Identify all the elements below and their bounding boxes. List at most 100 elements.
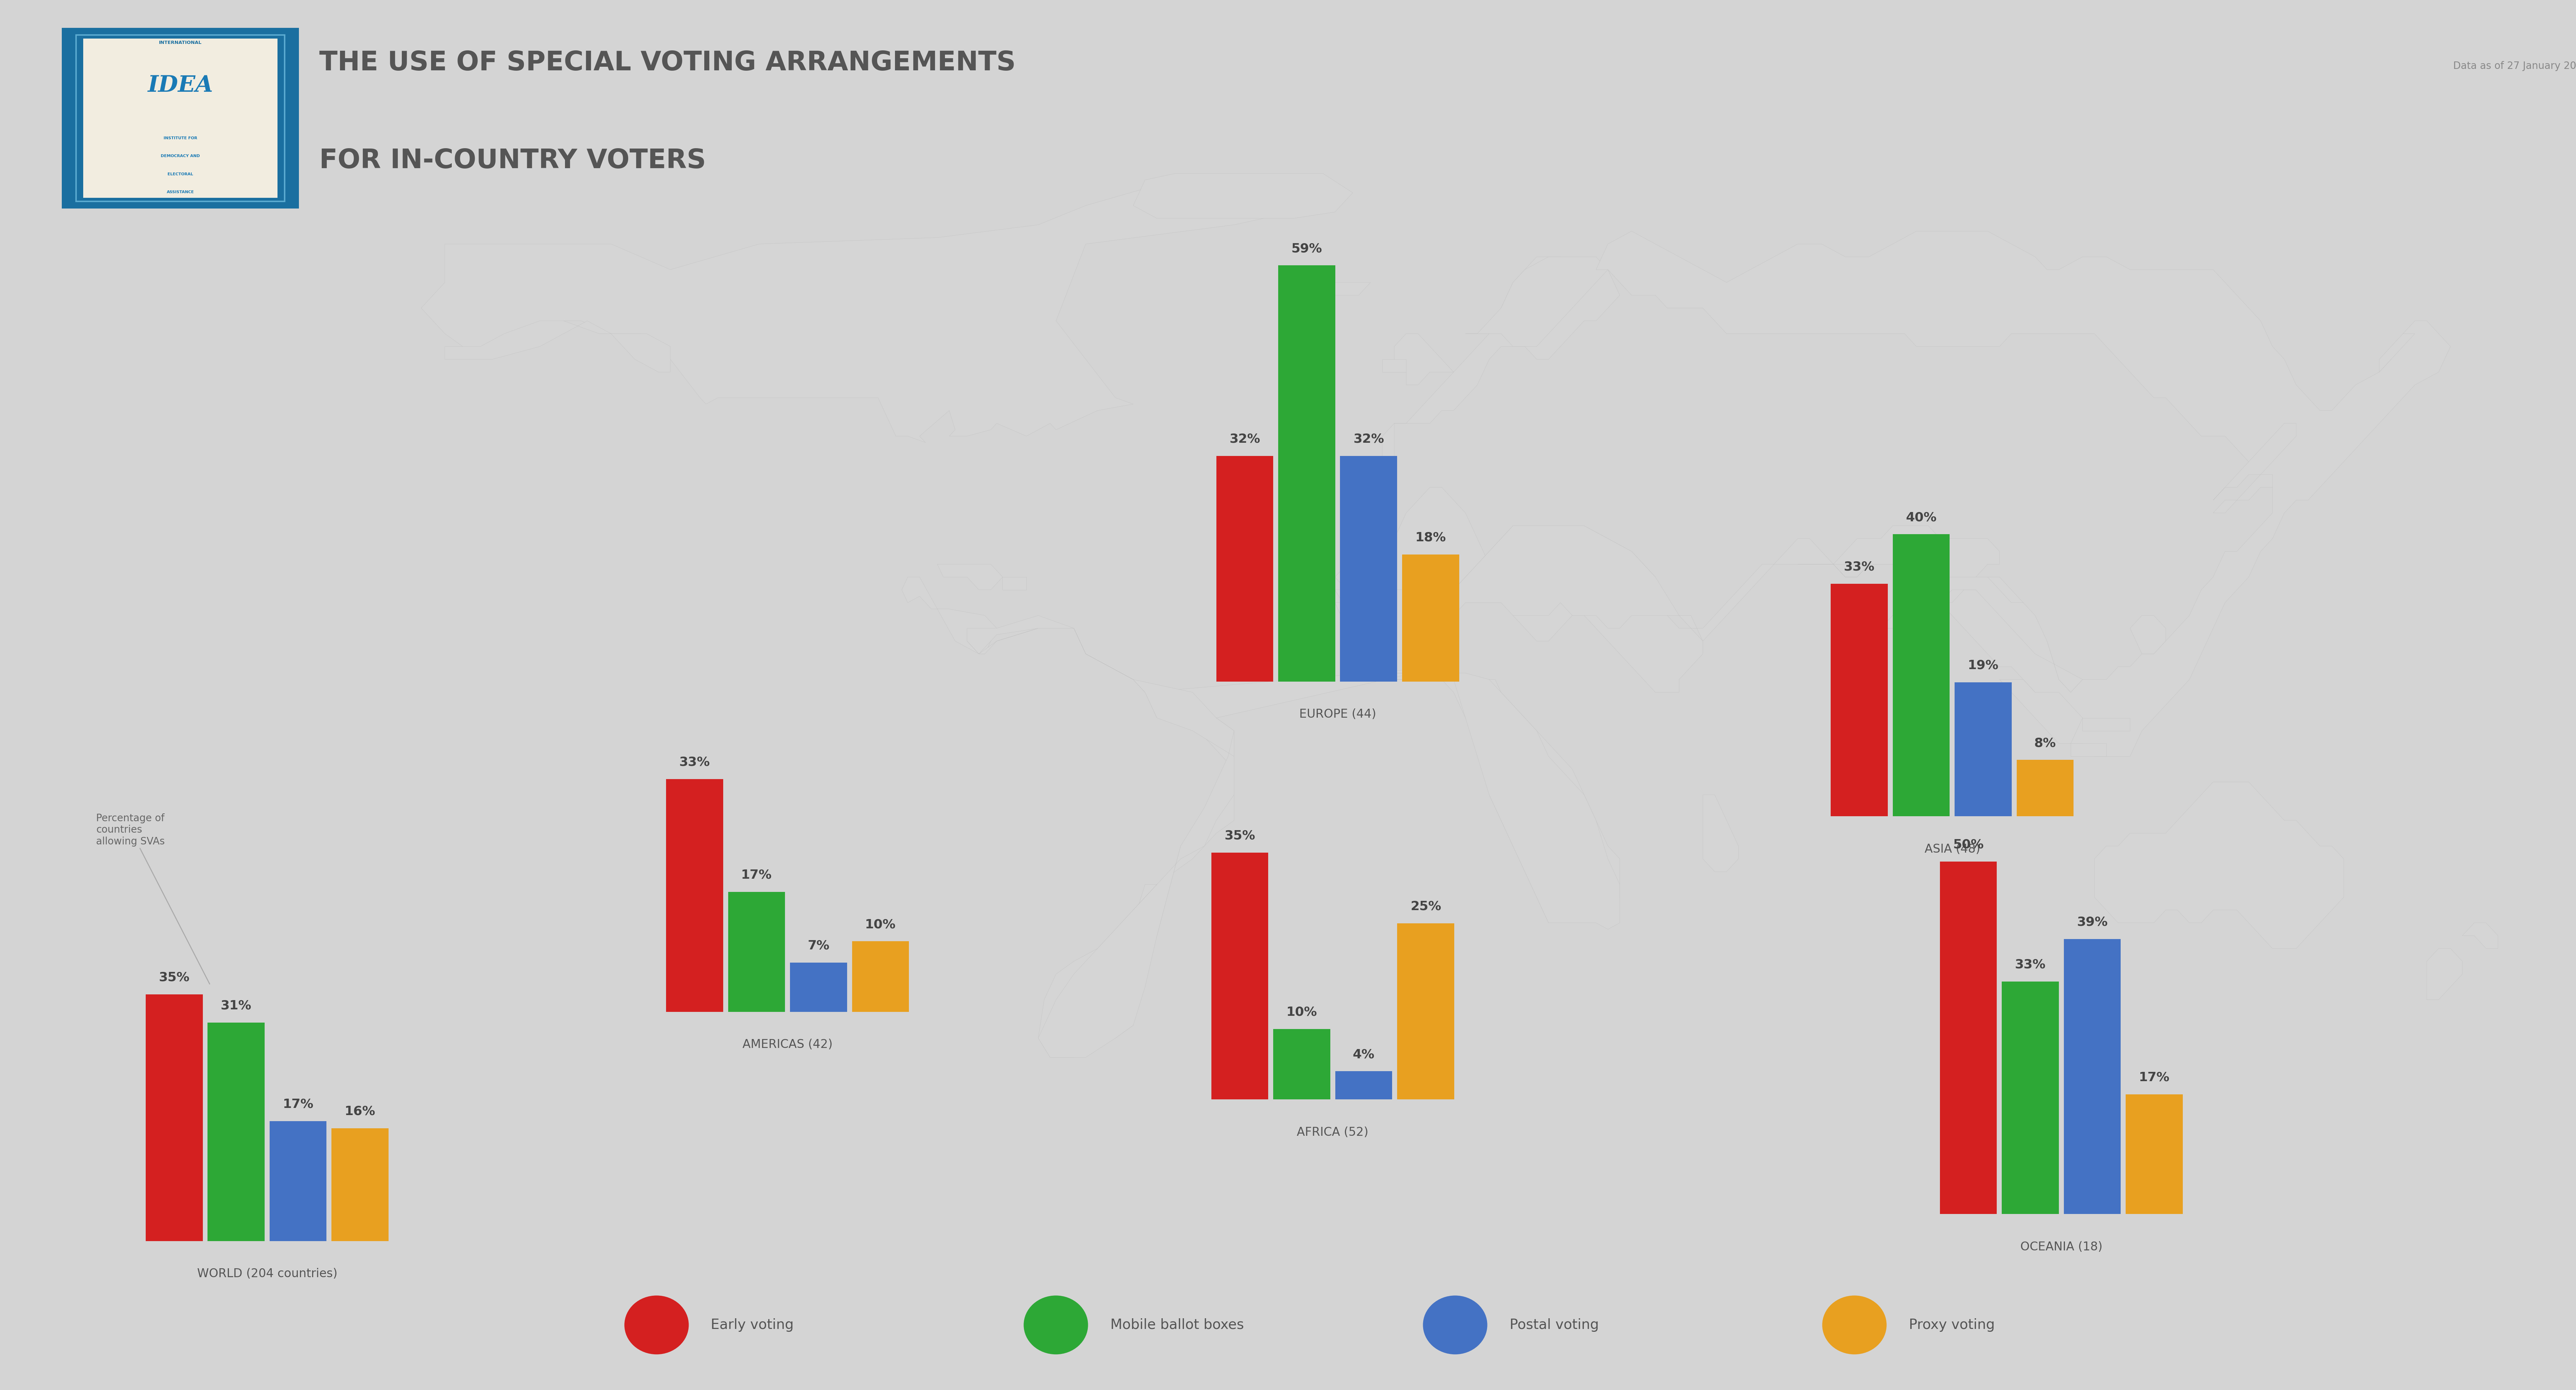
Text: INTERNATIONAL: INTERNATIONAL	[160, 40, 201, 44]
Text: ASIA (48): ASIA (48)	[1924, 844, 1981, 855]
Text: 16%: 16%	[345, 1105, 376, 1118]
Text: 10%: 10%	[866, 919, 896, 930]
FancyBboxPatch shape	[62, 28, 299, 209]
Polygon shape	[446, 321, 670, 373]
Bar	[1216, 456, 1273, 681]
Text: 32%: 32%	[1229, 432, 1260, 445]
Polygon shape	[1002, 577, 1025, 589]
Text: ASSISTANCE: ASSISTANCE	[167, 190, 193, 195]
Polygon shape	[2094, 783, 2344, 948]
Text: Data as of 27 January 2021: Data as of 27 January 2021	[2452, 61, 2576, 71]
Text: 33%: 33%	[680, 756, 711, 769]
Bar	[209, 1023, 265, 1241]
Bar	[1955, 682, 2012, 816]
Bar	[1893, 534, 1950, 816]
Polygon shape	[1383, 359, 1406, 373]
Bar	[2002, 981, 2058, 1213]
Text: AMERICAS (42): AMERICAS (42)	[742, 1038, 832, 1051]
Polygon shape	[1394, 334, 1453, 385]
Bar	[667, 780, 724, 1012]
Bar	[1211, 852, 1267, 1099]
Polygon shape	[1443, 231, 2450, 756]
Polygon shape	[2463, 923, 2499, 948]
Polygon shape	[2427, 948, 2463, 999]
Text: IDEA: IDEA	[147, 75, 214, 96]
Text: 8%: 8%	[2035, 737, 2056, 749]
Text: 4%: 4%	[1352, 1048, 1376, 1061]
Text: 32%: 32%	[1352, 432, 1383, 445]
Text: AFRICA (52): AFRICA (52)	[1296, 1126, 1368, 1138]
Text: 10%: 10%	[1285, 1006, 1316, 1019]
Text: 17%: 17%	[2138, 1072, 2169, 1083]
Polygon shape	[938, 564, 1002, 589]
Bar	[791, 962, 848, 1012]
Polygon shape	[1133, 174, 1352, 218]
Text: 40%: 40%	[1906, 512, 1937, 524]
Polygon shape	[2071, 744, 2107, 756]
Polygon shape	[1298, 282, 1370, 295]
Ellipse shape	[623, 1295, 688, 1354]
FancyBboxPatch shape	[82, 39, 278, 197]
Text: 35%: 35%	[160, 972, 191, 984]
Text: OCEANIA (18): OCEANIA (18)	[2020, 1241, 2102, 1252]
Ellipse shape	[1821, 1295, 1886, 1354]
Polygon shape	[1334, 488, 1703, 930]
Text: 17%: 17%	[742, 869, 773, 881]
Polygon shape	[2081, 717, 2130, 731]
Polygon shape	[966, 616, 1234, 1058]
Polygon shape	[1880, 577, 2081, 692]
Bar	[270, 1122, 327, 1241]
Text: 33%: 33%	[1844, 560, 1875, 573]
Ellipse shape	[1422, 1295, 1486, 1354]
Polygon shape	[2380, 334, 2414, 373]
Bar	[147, 994, 204, 1241]
Ellipse shape	[1023, 1295, 1087, 1354]
Text: Percentage of
countries
allowing SVAs: Percentage of countries allowing SVAs	[95, 813, 209, 984]
Polygon shape	[1999, 680, 2081, 744]
Bar	[2017, 760, 2074, 816]
Text: 33%: 33%	[2014, 959, 2045, 970]
Text: 19%: 19%	[1968, 659, 1999, 671]
Text: EUROPE (44): EUROPE (44)	[1298, 709, 1376, 720]
Text: 50%: 50%	[1953, 838, 1984, 851]
Bar	[1278, 265, 1334, 681]
Text: WORLD (204 countries): WORLD (204 countries)	[196, 1268, 337, 1280]
Polygon shape	[1466, 257, 1607, 346]
Polygon shape	[1798, 525, 1999, 603]
Text: FOR IN-COUNTRY VOTERS: FOR IN-COUNTRY VOTERS	[319, 147, 706, 174]
Text: 18%: 18%	[1414, 531, 1445, 543]
Polygon shape	[1703, 795, 1739, 872]
Polygon shape	[2213, 474, 2272, 513]
Bar	[1273, 1029, 1329, 1099]
Polygon shape	[420, 179, 1324, 442]
Polygon shape	[2130, 616, 2166, 653]
Text: 39%: 39%	[2076, 916, 2107, 929]
Text: 7%: 7%	[806, 940, 829, 952]
Bar	[1340, 456, 1396, 681]
Bar	[1396, 923, 1453, 1099]
Bar	[1832, 584, 1888, 816]
Text: 25%: 25%	[1409, 901, 1440, 912]
Bar	[332, 1129, 389, 1241]
Text: 31%: 31%	[222, 999, 252, 1012]
Text: 17%: 17%	[283, 1098, 314, 1111]
Text: THE USE OF SPECIAL VOTING ARRANGEMENTS: THE USE OF SPECIAL VOTING ARRANGEMENTS	[319, 50, 1015, 76]
Bar	[1401, 555, 1458, 681]
Polygon shape	[1334, 603, 1620, 923]
Polygon shape	[1917, 653, 1929, 667]
Text: Early voting: Early voting	[711, 1318, 793, 1332]
Text: Mobile ballot boxes: Mobile ballot boxes	[1110, 1318, 1244, 1332]
Polygon shape	[902, 577, 997, 653]
Polygon shape	[2213, 424, 2295, 500]
Text: INSTITUTE FOR: INSTITUTE FOR	[162, 136, 198, 140]
Text: Proxy voting: Proxy voting	[1909, 1318, 1994, 1332]
Bar	[1940, 862, 1996, 1213]
Text: Postal voting: Postal voting	[1510, 1318, 1600, 1332]
Text: DEMOCRACY AND: DEMOCRACY AND	[160, 154, 201, 158]
Bar	[853, 941, 909, 1012]
Text: 35%: 35%	[1224, 830, 1255, 842]
Text: 59%: 59%	[1291, 242, 1321, 254]
Text: ELECTORAL: ELECTORAL	[167, 172, 193, 177]
Polygon shape	[1383, 257, 1620, 474]
Bar	[729, 892, 786, 1012]
